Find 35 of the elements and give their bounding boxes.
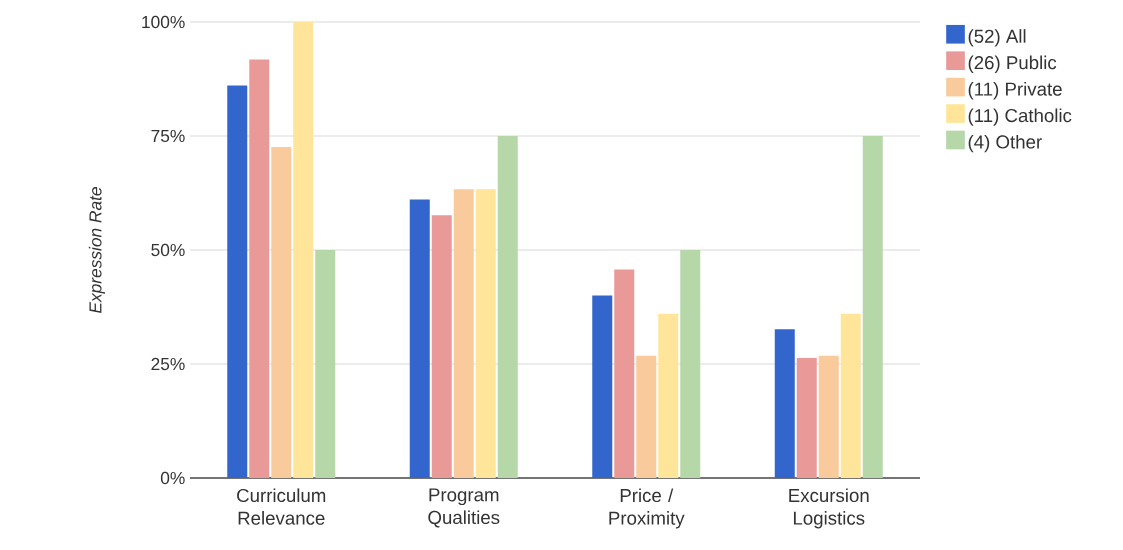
y-tick-label: 75% [151, 129, 185, 143]
bar [431, 215, 452, 478]
bar [315, 250, 336, 478]
legend-label: (26) Public [968, 55, 1057, 73]
bar [614, 269, 635, 478]
x-tick-label: Excursion Logistics [789, 488, 869, 529]
y-axis-title: Expression Rate [88, 187, 105, 314]
y-tick-label: 100% [142, 15, 185, 29]
bar [680, 250, 701, 478]
bar [249, 59, 270, 478]
legend-label: (52) All [968, 29, 1026, 47]
x-tick-label: Program Qualities [428, 488, 500, 528]
bar [475, 189, 496, 478]
bar [293, 21, 314, 478]
bar [409, 199, 430, 478]
bar [497, 136, 518, 478]
x-tick-label: Curriculum Relevance [237, 488, 326, 525]
legend-label: (11) Catholic [968, 108, 1072, 126]
bar [774, 329, 795, 478]
bar [636, 355, 657, 478]
y-tick-label: 50% [151, 243, 185, 257]
legend-label: (4) Other [968, 134, 1042, 153]
bar [862, 136, 883, 478]
legend-label: (11) Private [968, 82, 1062, 100]
bar [818, 355, 839, 478]
bar [271, 146, 292, 478]
y-tick-label: 0% [160, 471, 185, 485]
x-tick-label: Price / Proximity [609, 488, 685, 529]
y-tick-label: 25% [151, 357, 185, 371]
bar [227, 85, 248, 478]
bar [658, 313, 679, 478]
bar [796, 358, 817, 478]
bar [840, 313, 861, 478]
bar [592, 295, 613, 478]
bar [453, 189, 474, 478]
